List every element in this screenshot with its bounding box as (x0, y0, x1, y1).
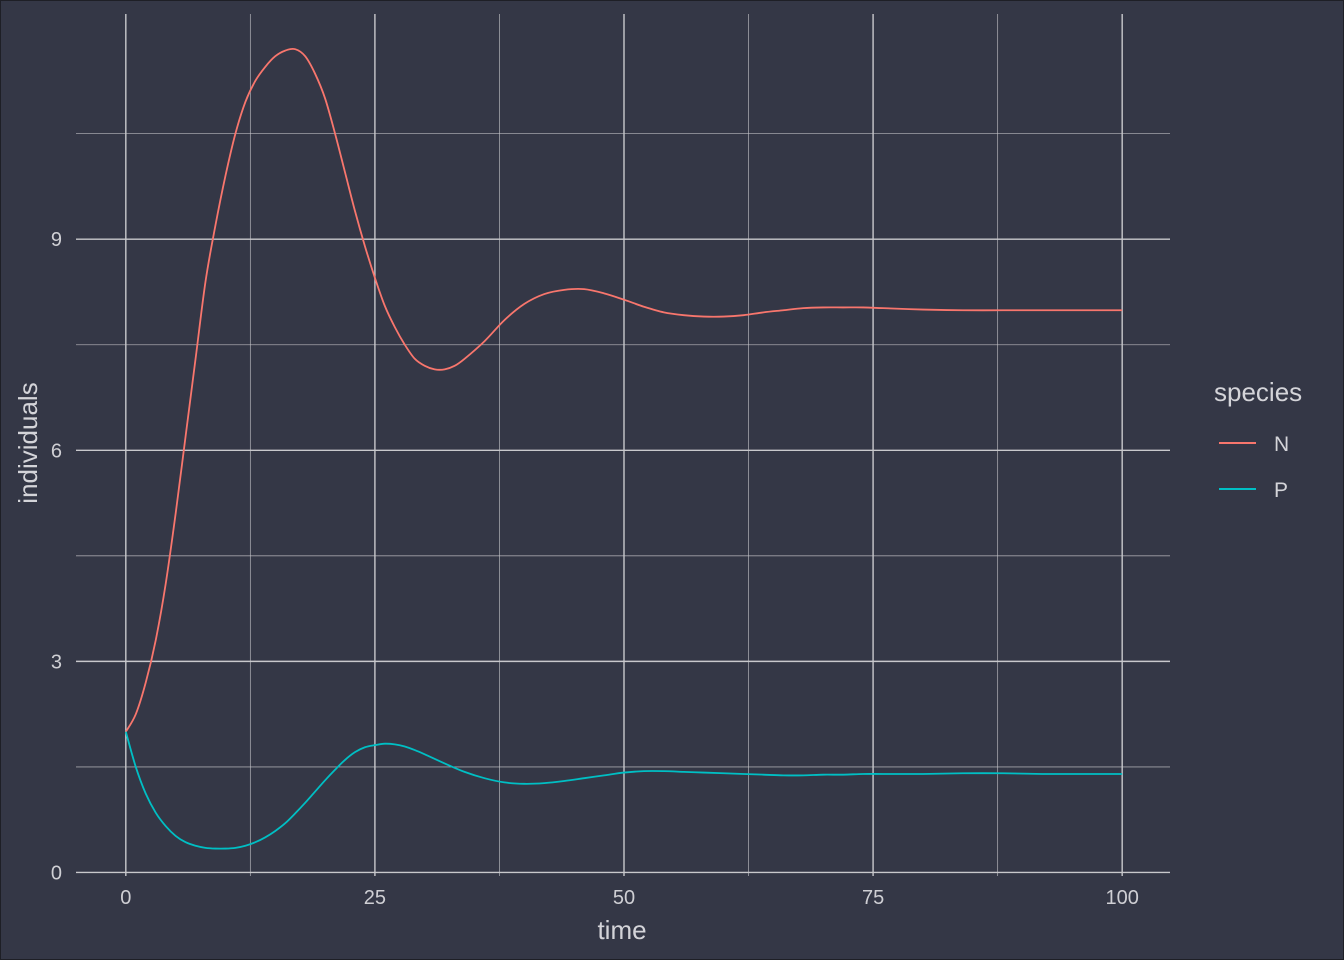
x-tick-label: 100 (1105, 887, 1138, 909)
legend-label-p: P (1274, 479, 1288, 502)
y-tick-label: 6 (51, 440, 62, 462)
y-tick-label: 3 (51, 651, 62, 673)
x-axis-title: time (597, 915, 646, 945)
legend-items: NP (1219, 433, 1289, 502)
y-axis-ticks: 0 3 6 9 (51, 229, 62, 884)
x-tick-label: 0 (120, 887, 131, 909)
minor-gridlines (76, 14, 1170, 876)
x-axis-ticks: 0 25 50 75 100 (120, 887, 1139, 909)
x-tick-label: 75 (862, 887, 884, 909)
series-line-p (124, 731, 1123, 850)
legend: species NP (1214, 377, 1302, 502)
legend-label-n: N (1274, 433, 1289, 456)
x-tick-label: 25 (364, 887, 386, 909)
x-tick-label: 50 (613, 887, 635, 909)
y-axis-title: individuals (13, 382, 43, 503)
series-lines (124, 47, 1123, 850)
y-tick-label: 0 (51, 862, 62, 884)
major-gridlines (76, 14, 1170, 876)
legend-title: species (1214, 377, 1302, 407)
series-line-n (125, 47, 1123, 733)
y-tick-label: 9 (51, 229, 62, 251)
